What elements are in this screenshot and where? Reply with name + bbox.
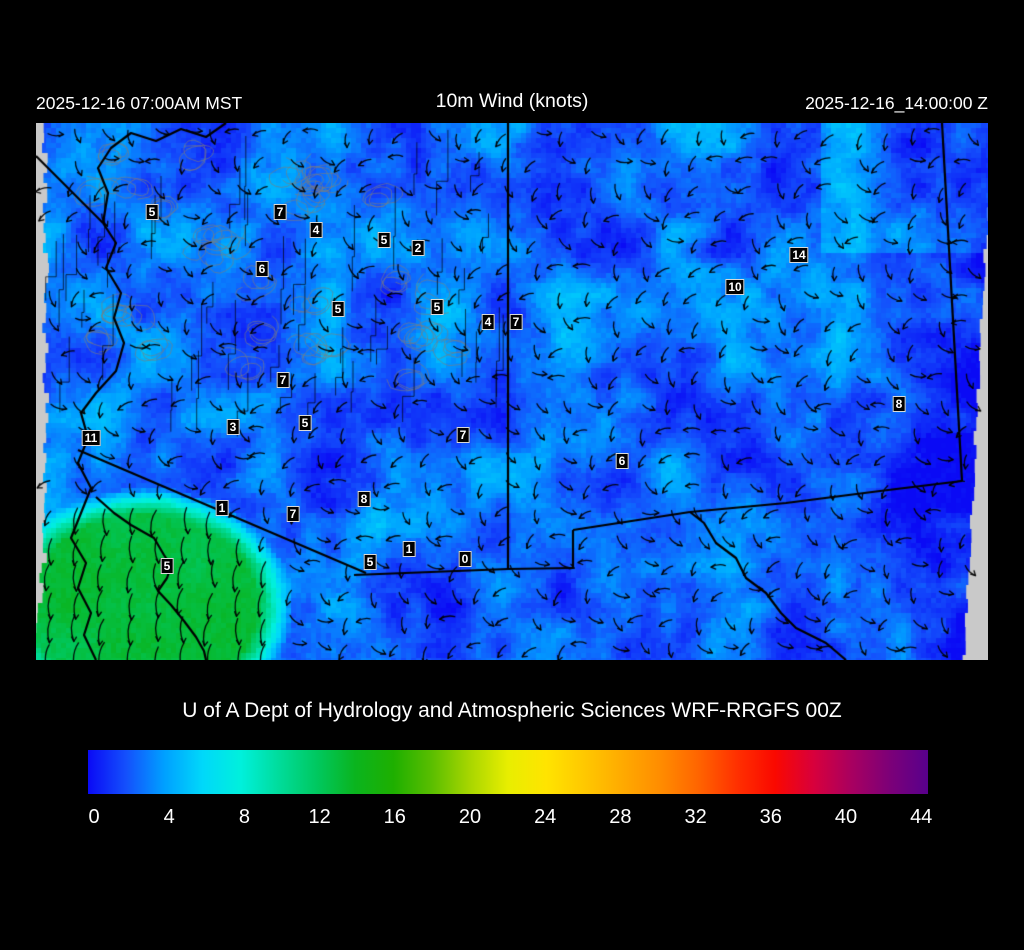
wind-speed-label: 1 — [402, 541, 416, 557]
wind-speed-label: 11 — [81, 430, 101, 446]
wind-speed-label: 6 — [255, 261, 269, 277]
colorbar-tick-label: 24 — [534, 806, 557, 828]
valid-time-utc: 2025-12-16_14:00:00 Z — [805, 93, 988, 113]
wind-speed-label: 5 — [298, 415, 312, 431]
wind-speed-label: 5 — [430, 299, 444, 315]
attribution-caption: U of A Dept of Hydrology and Atmospheric… — [182, 699, 842, 722]
wind-speed-label: 7 — [456, 427, 470, 443]
wind-speed-label: 4 — [309, 222, 323, 238]
wind-speed-label: 1 — [215, 500, 229, 516]
colorbar-tick-label: 40 — [834, 806, 858, 828]
colorbar-ticks: 0 4 8 12 16 20 24 28 32 36 40 44 — [88, 806, 932, 834]
colorbar-tick-label: 12 — [308, 806, 331, 828]
colorbar-tick-label: 16 — [383, 806, 406, 828]
wind-speed-label: 6 — [615, 453, 629, 469]
wind-map-canvas — [36, 123, 988, 660]
wind-speed-label: 5 — [160, 558, 174, 574]
wind-speed-label: 5 — [363, 554, 377, 570]
wind-speed-label: 7 — [276, 372, 290, 388]
wind-speed-label: 7 — [509, 314, 523, 330]
colorbar-tick-label: 0 — [88, 806, 100, 828]
wind-speed-label: 14 — [789, 247, 809, 263]
colorbar-tick-label: 32 — [684, 806, 707, 828]
wind-map: 5 7 4 5 2 6 5 5 4 7 14 10 7 8 11 3 5 7 6 8 1 7 1 5 0 5 — [36, 123, 988, 660]
wind-speed-label: 5 — [145, 204, 159, 220]
colorbar — [88, 750, 928, 794]
wind-speed-label: 7 — [286, 506, 300, 522]
wind-speed-label: 2 — [411, 240, 425, 256]
wind-speed-label: 3 — [226, 419, 240, 435]
map-title: 10m Wind (knots) — [435, 90, 589, 112]
colorbar-tick-label: 20 — [458, 806, 482, 828]
wind-speed-label: 0 — [458, 551, 472, 567]
colorbar-tick-label: 44 — [910, 806, 933, 828]
wind-speed-label: 8 — [357, 491, 371, 507]
wind-speed-label: 8 — [892, 396, 906, 412]
wind-speed-label: 4 — [481, 314, 495, 330]
wind-speed-label: 5 — [377, 232, 391, 248]
wind-speed-label: 7 — [273, 204, 287, 220]
colorbar-tick-label: 8 — [238, 806, 250, 828]
wind-speed-label: 5 — [331, 301, 345, 317]
colorbar-tick-label: 36 — [759, 806, 782, 828]
wind-speed-label: 10 — [725, 279, 745, 295]
colorbar-tick-label: 4 — [163, 806, 175, 828]
colorbar-tick-label: 28 — [609, 806, 632, 828]
valid-time-local: 2025-12-16 07:00AM MST — [36, 93, 243, 113]
